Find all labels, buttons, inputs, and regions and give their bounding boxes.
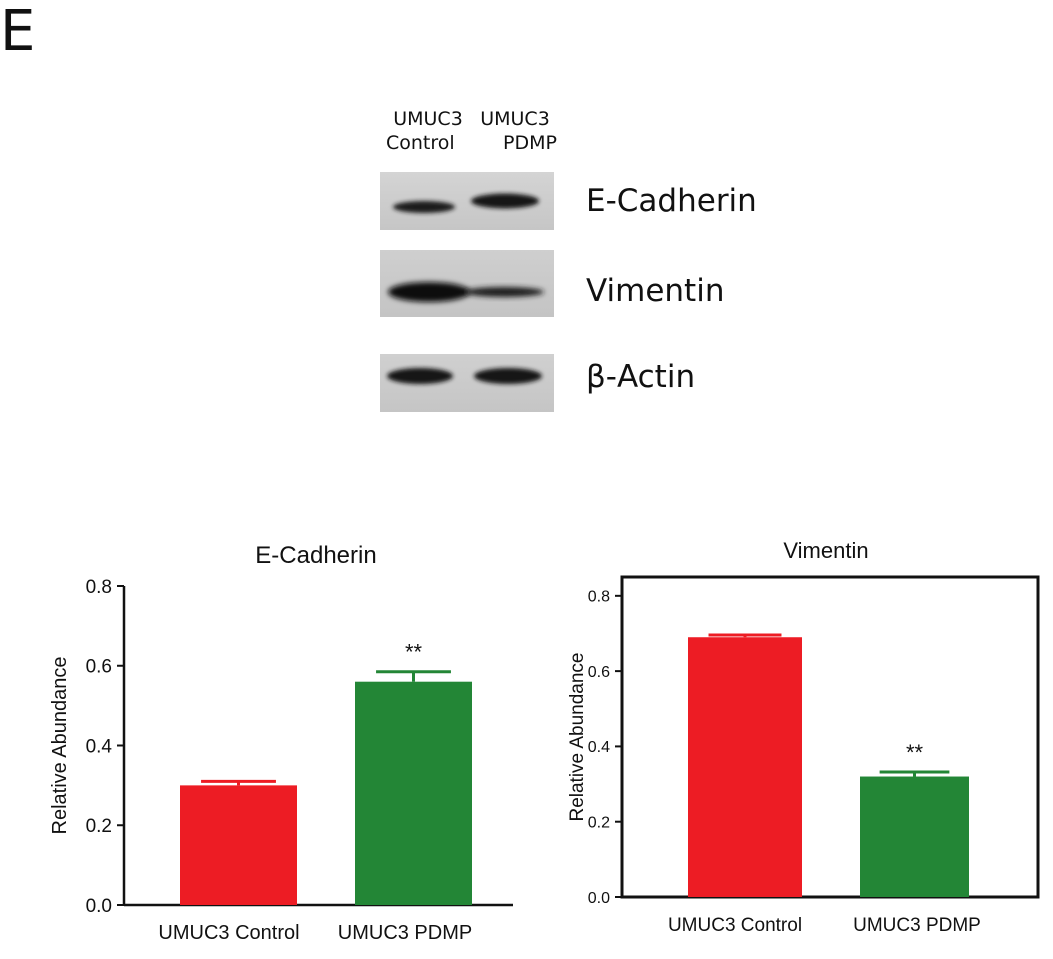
x-category-label: UMUC3 PDMP <box>853 915 981 936</box>
chart-title: E-Cadherin <box>255 542 376 569</box>
band-pdmp <box>464 287 544 297</box>
y-tick-label: 0.4 <box>86 736 113 757</box>
panel-letter: E <box>0 0 36 64</box>
band-control <box>387 368 453 384</box>
x-category-label: UMUC3 Control <box>668 915 802 936</box>
significance-marker: ** <box>906 740 924 765</box>
blot-lane-line1: UMUC3 <box>480 108 550 130</box>
y-tick-label: 0.8 <box>86 577 112 598</box>
bar-control <box>180 785 297 905</box>
bar-pdmp <box>860 776 969 897</box>
chart-title: Vimentin <box>783 538 868 563</box>
blot-label-e-cadherin: E-Cadherin <box>586 183 757 219</box>
band-control <box>388 282 470 302</box>
blot-lane-label-control: UMUC3 Control <box>386 107 470 155</box>
y-axis-label: Relative Abundance <box>49 657 71 835</box>
blot-bands-beta-actin <box>387 368 542 384</box>
band-pdmp <box>474 368 542 384</box>
blot-lane-line2: Control <box>386 132 455 154</box>
blot-strip-vimentin <box>380 250 554 317</box>
y-tick-label: 0.0 <box>86 896 112 917</box>
blot-label-vimentin: Vimentin <box>586 273 725 309</box>
blot-strip-e-cadherin <box>380 172 554 230</box>
y-axis-label: Relative Abundance <box>567 652 588 821</box>
y-tick-label: 0.2 <box>588 814 610 831</box>
x-category-label: UMUC3 Control <box>158 922 299 944</box>
blot-bands-e-cadherin <box>393 193 539 213</box>
y-tick-label: 0.4 <box>588 739 610 756</box>
y-tick-label: 0.2 <box>86 816 112 837</box>
blot-strip-beta-actin <box>380 354 554 412</box>
blot-lane-line1: UMUC3 <box>393 108 463 130</box>
y-tick-label: 0.8 <box>588 589 610 606</box>
chart-frame <box>620 575 1040 899</box>
blot-bands-vimentin <box>388 282 544 302</box>
significance-marker: ** <box>405 640 423 665</box>
y-tick-label: 0.0 <box>588 890 610 907</box>
bar-pdmp <box>355 681 472 905</box>
band-control <box>393 201 455 213</box>
x-category-label: UMUC3 PDMP <box>338 922 472 944</box>
bar-control <box>688 637 802 897</box>
band-pdmp <box>471 193 539 209</box>
blot-lane-line2: PDMP <box>503 132 557 154</box>
blot-label-beta-actin: β-Actin <box>586 359 696 395</box>
y-tick-label: 0.6 <box>588 664 610 681</box>
blot-lane-label-pdmp: UMUC3 PDMP <box>473 107 557 155</box>
y-tick-label: 0.6 <box>86 657 112 678</box>
